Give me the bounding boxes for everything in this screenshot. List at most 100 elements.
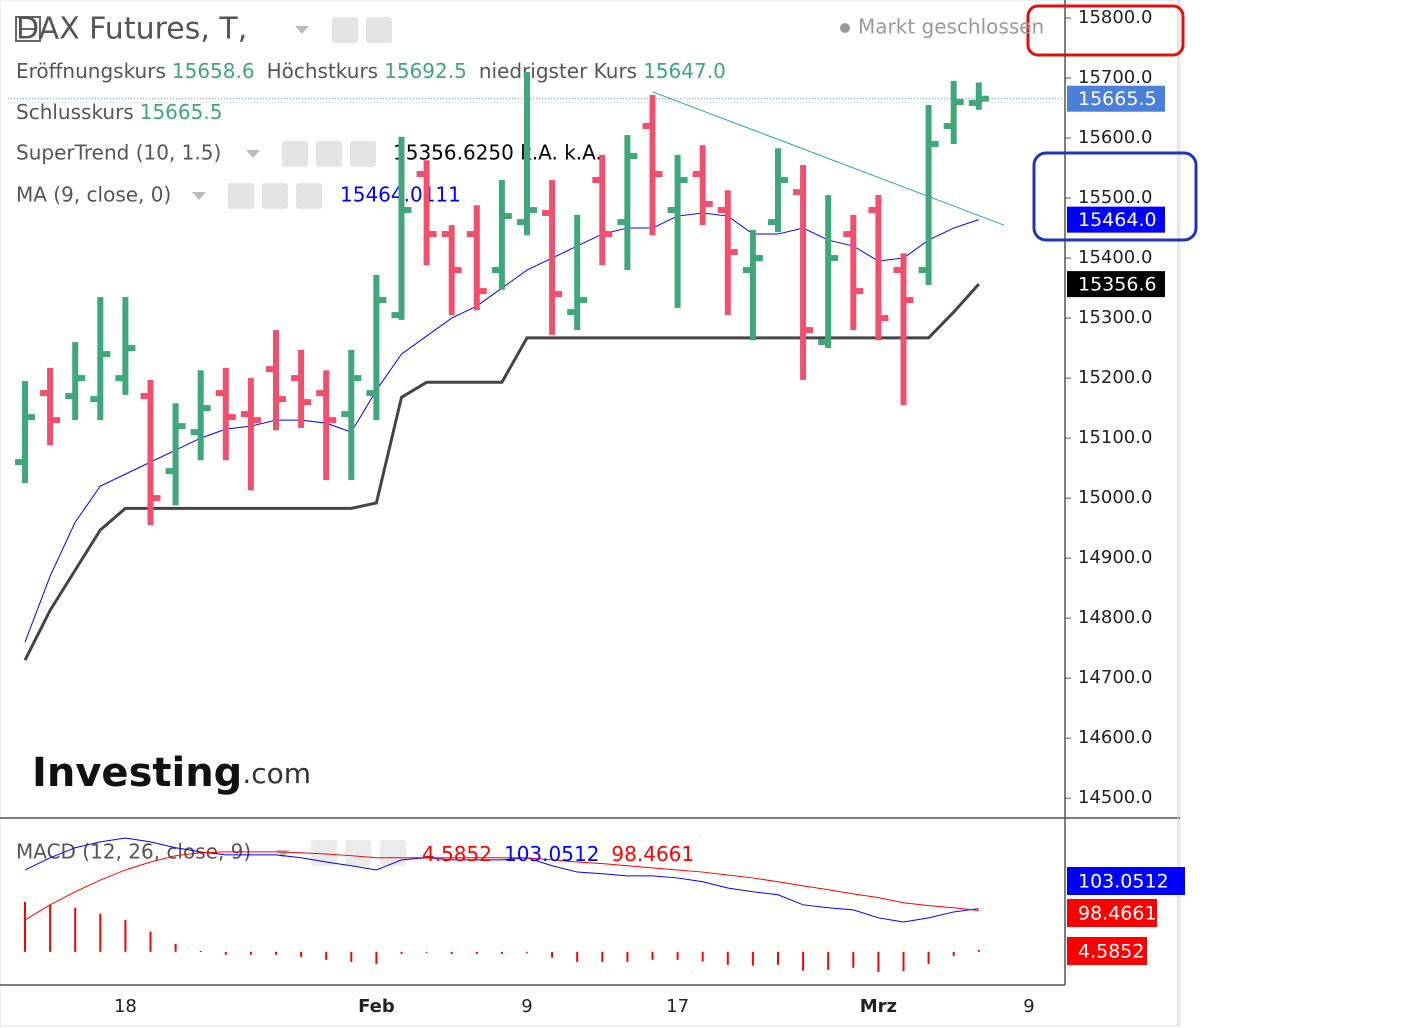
- bar-close: [830, 255, 839, 262]
- bar-range: [574, 214, 581, 331]
- signal-line: [24, 851, 979, 921]
- bar-close: [27, 414, 35, 421]
- macd-histogram-bar: [500, 951, 503, 954]
- highlight-blue: [1032, 151, 1198, 242]
- bar-range: [950, 81, 957, 145]
- indicator-line: [23, 283, 980, 661]
- x-tick-label: 18: [114, 996, 137, 1017]
- bar-open: [15, 459, 23, 466]
- macd-histogram-bar: [49, 904, 52, 952]
- macd-histogram-bar: [952, 951, 955, 957]
- macd-histogram-bar: [726, 951, 729, 965]
- macd-label-box: [1067, 867, 1185, 895]
- bar-close: [654, 171, 663, 178]
- eye-icon[interactable]: [228, 183, 254, 209]
- bar-open: [968, 99, 977, 106]
- legend-value: 15658.6: [172, 59, 255, 83]
- dropdown-arrow[interactable]: [295, 26, 309, 34]
- bar-close: [529, 207, 537, 214]
- bar-close: [554, 291, 563, 298]
- legend-value: 15665.5: [140, 100, 223, 124]
- bar-close: [579, 297, 588, 304]
- bar-close: [729, 249, 738, 256]
- y-tick-label: 14700.0: [1078, 667, 1152, 688]
- bar-open: [165, 468, 174, 475]
- dropdown-arrow[interactable]: [246, 150, 260, 158]
- y-tick-label: 14500.0: [1078, 787, 1152, 808]
- x-tick-label: Mrz: [860, 996, 897, 1017]
- bar-range: [222, 367, 229, 461]
- bar-close: [503, 213, 512, 220]
- y-tick-label: 15700.0: [1078, 67, 1152, 88]
- macd-label: 4.5852: [1078, 941, 1144, 963]
- bar-range: [398, 136, 405, 320]
- bar-open: [742, 267, 751, 274]
- close-icon[interactable]: [350, 141, 376, 167]
- bar-close: [754, 255, 763, 262]
- macd-histogram-bar: [626, 951, 629, 962]
- bar-open: [542, 210, 551, 217]
- close-icon[interactable]: [296, 183, 322, 209]
- macd-histogram-bar: [777, 951, 779, 965]
- macd-histogram-bar: [325, 951, 328, 960]
- price-label-box: [1067, 271, 1165, 298]
- x-tick-label: 9: [521, 996, 532, 1017]
- bar-close: [880, 315, 889, 322]
- bar-open: [65, 393, 74, 400]
- bar-range: [247, 378, 254, 491]
- eye-icon[interactable]: [332, 17, 358, 43]
- bar-open: [441, 231, 450, 238]
- bar-range: [775, 148, 781, 233]
- bar-range: [348, 349, 355, 481]
- bar-open: [366, 390, 375, 397]
- bar-range: [197, 370, 204, 461]
- bar-close: [428, 231, 437, 238]
- bar-open: [466, 231, 475, 238]
- legend-value: 15692.5: [384, 59, 467, 83]
- logo-main: Investing: [32, 750, 242, 796]
- bar-close: [980, 95, 989, 102]
- macd-legend-values: 4.5852 103.0512 98.4661: [422, 842, 694, 866]
- bar-open: [793, 189, 802, 196]
- logo: Investing.com: [32, 750, 311, 796]
- eye-icon[interactable]: [311, 840, 337, 866]
- y-tick-label: 15400.0: [1078, 247, 1152, 268]
- x-tick-label: Feb: [358, 996, 395, 1017]
- macd-legend-value: 103.0512: [504, 842, 599, 866]
- price-label: 15665.5: [1078, 88, 1157, 110]
- bar-close: [905, 297, 914, 304]
- bar-range: [524, 72, 530, 236]
- highlight-red: [1026, 4, 1185, 57]
- bar-close: [227, 414, 236, 421]
- macd-histogram-bar: [551, 951, 554, 958]
- bar-open: [90, 396, 99, 403]
- x-tick-label: 17: [666, 996, 689, 1017]
- settings-icon[interactable]: [262, 183, 288, 209]
- bar-range: [72, 342, 79, 421]
- settings-icon[interactable]: [366, 17, 392, 43]
- macd-label-box: [1067, 937, 1147, 965]
- eye-icon[interactable]: [282, 141, 308, 167]
- legend-value: 15647.0: [643, 59, 726, 83]
- logo-suffix: .com: [242, 757, 311, 790]
- bar-range: [373, 274, 380, 421]
- settings-icon[interactable]: [345, 840, 371, 866]
- close-icon[interactable]: [380, 840, 406, 866]
- macd-histogram-bar: [902, 951, 905, 972]
- y-tick-label: 15500.0: [1078, 187, 1152, 208]
- bar-open: [316, 390, 325, 397]
- collapse-icon[interactable]: [15, 16, 41, 42]
- bar-close: [478, 288, 487, 295]
- frame: [0, 0, 1181, 1027]
- ohlc-legend: Eröffnungskurs 15658.6 Höchstkurs 15692.5 ni…: [16, 59, 726, 83]
- macd-histogram-bar: [877, 951, 880, 972]
- dropdown-arrow[interactable]: [192, 192, 206, 200]
- legend-label: Höchstkurs: [267, 59, 379, 83]
- macd-histogram-bar: [676, 951, 679, 960]
- macd-histogram-bar: [350, 951, 353, 962]
- bar-open: [115, 375, 124, 382]
- macd-histogram-bar: [24, 901, 26, 952]
- bar-open: [642, 123, 651, 130]
- settings-icon[interactable]: [316, 141, 342, 167]
- bar-range: [599, 154, 606, 266]
